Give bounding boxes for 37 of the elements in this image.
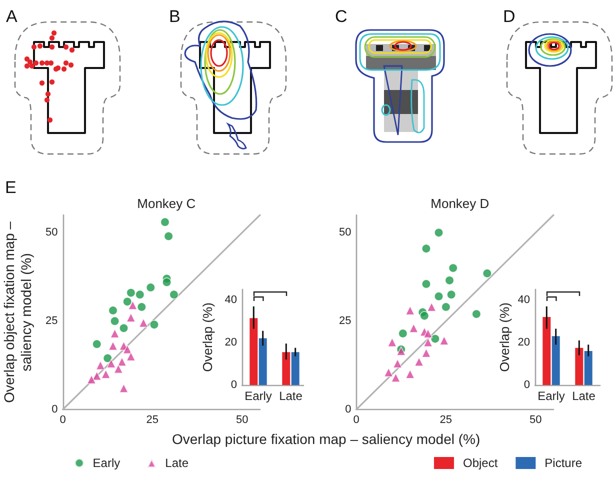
legend-label: Object — [462, 456, 498, 470]
text: C — [335, 7, 348, 26]
y-tick-label: 25 — [46, 315, 58, 328]
text: D — [503, 7, 516, 26]
y-tick-label: 50 — [46, 226, 58, 239]
text: A — [6, 7, 18, 26]
chart-title: Monkey D — [430, 196, 490, 211]
x-axis-title: Overlap picture fixation map – saliency model (%) — [172, 431, 480, 448]
y-tick-label: 25 — [339, 315, 352, 328]
y-tick-label: 0 — [345, 404, 352, 416]
x-tick-label: Early — [244, 389, 272, 403]
x-tick-label: 0 — [60, 414, 66, 426]
text: B — [169, 7, 180, 26]
y-axis-title: Overlap object fixation map – saliency model (%) — [1, 221, 34, 403]
y-tick-label: 0 — [230, 379, 237, 391]
x-tick-label: 50 — [529, 414, 542, 426]
y-tick-label: 0 — [52, 404, 58, 416]
legend-label: Late — [165, 456, 189, 470]
x-tick-label: 25 — [440, 414, 452, 426]
legend-label: Early — [92, 456, 120, 470]
legend-label: Picture — [544, 456, 582, 470]
x-tick-label: 50 — [236, 414, 248, 426]
text: E — [5, 178, 16, 197]
x-tick-label: Late — [572, 389, 596, 403]
x-tick-label: 0 — [353, 414, 360, 426]
y-tick-label: 20 — [518, 336, 530, 349]
x-tick-label: 25 — [146, 414, 159, 426]
y-axis-title: Overlap (%) — [200, 302, 215, 372]
y-axis-title: Overlap (%) — [497, 302, 512, 372]
y-tick-label: 20 — [224, 336, 237, 349]
y-tick-label: 40 — [224, 294, 237, 306]
x-tick-label: Late — [279, 389, 303, 403]
y-tick-label: 0 — [524, 379, 530, 391]
y-tick-label: 40 — [518, 294, 530, 306]
x-tick-label: Early — [538, 389, 565, 403]
y-tick-label: 50 — [339, 226, 352, 239]
chart-title: Monkey C — [137, 196, 196, 211]
